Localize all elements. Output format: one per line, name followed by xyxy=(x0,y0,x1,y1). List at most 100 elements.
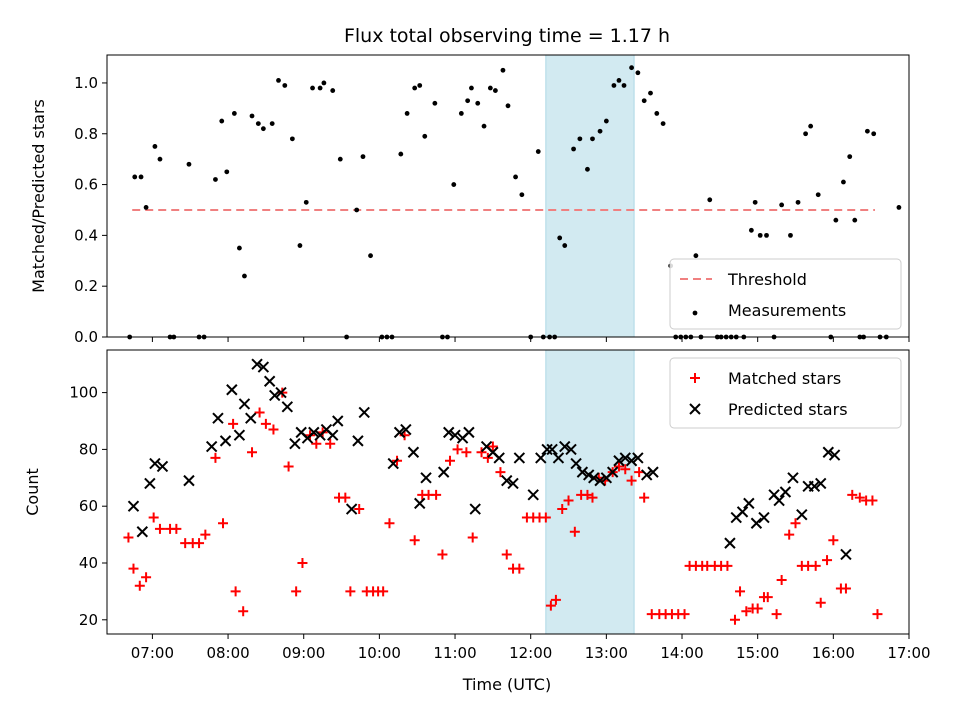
data-point xyxy=(219,435,232,447)
data-point xyxy=(260,126,266,132)
data-point xyxy=(245,412,257,424)
data-point xyxy=(260,418,271,429)
data-point xyxy=(268,424,279,435)
data-point xyxy=(625,455,638,467)
data-point xyxy=(639,492,650,503)
data-point xyxy=(378,586,389,597)
data-point xyxy=(562,243,568,248)
data-point xyxy=(218,518,229,529)
x-tick-label: 08:00 xyxy=(206,644,249,662)
axes-frame xyxy=(106,54,910,338)
data-point xyxy=(141,572,152,583)
data-point xyxy=(507,477,519,490)
y-tick-label: 1.0 xyxy=(74,74,98,92)
data-point xyxy=(647,466,659,478)
series-predicted-stars xyxy=(127,358,852,561)
data-point xyxy=(186,161,192,167)
data-point xyxy=(735,586,746,597)
data-point xyxy=(648,90,653,96)
data-point xyxy=(613,455,625,467)
data-point xyxy=(345,586,356,597)
data-point xyxy=(354,504,365,515)
axes-frame xyxy=(106,349,910,635)
legend-marker xyxy=(692,310,698,316)
data-point xyxy=(815,192,821,198)
data-point xyxy=(535,149,541,154)
legend: Threshold Measurements xyxy=(669,258,902,330)
data-point xyxy=(514,563,525,574)
data-point xyxy=(619,452,631,464)
data-point xyxy=(576,466,589,478)
data-point xyxy=(632,452,644,464)
y-tick-label: 100 xyxy=(69,384,98,402)
data-point xyxy=(465,98,471,104)
data-point xyxy=(482,452,493,463)
data-point xyxy=(251,358,263,370)
data-point xyxy=(461,447,472,458)
data-point xyxy=(565,443,577,456)
data-point xyxy=(303,199,309,205)
data-point xyxy=(587,492,598,503)
data-point xyxy=(582,489,593,500)
data-point xyxy=(757,232,763,238)
data-point xyxy=(269,389,281,402)
data-point xyxy=(571,146,576,152)
data-point xyxy=(563,495,574,506)
data-point xyxy=(764,232,769,238)
data-point xyxy=(354,207,360,213)
y-tick-label: 40 xyxy=(79,554,98,572)
data-point xyxy=(444,455,455,466)
y-tick-label: 80 xyxy=(79,440,98,458)
data-point xyxy=(626,475,637,486)
data-point xyxy=(149,457,161,470)
data-point xyxy=(340,492,351,503)
data-point xyxy=(815,597,826,608)
data-point xyxy=(275,386,287,399)
data-point xyxy=(219,118,225,124)
count-panel: 20 40 60 80 100 07:00 08:00 09:00 10:00 11:00 12:0… xyxy=(23,349,931,662)
data-point xyxy=(788,232,793,238)
data-point xyxy=(519,192,525,198)
data-point xyxy=(475,100,481,106)
x-tick-label: 12:00 xyxy=(509,644,552,662)
data-point xyxy=(171,523,182,534)
data-point xyxy=(722,560,733,571)
legend-label: Predicted stars xyxy=(728,400,848,419)
x-axis-label: Time (UTC) xyxy=(462,675,551,694)
data-point xyxy=(143,205,149,210)
data-point xyxy=(557,504,568,515)
data-point xyxy=(289,438,301,450)
data-point xyxy=(414,497,426,510)
data-point xyxy=(247,447,258,458)
data-point xyxy=(449,429,461,441)
data-point xyxy=(487,441,498,452)
data-point xyxy=(431,489,442,500)
data-point xyxy=(550,594,561,605)
data-point xyxy=(469,85,474,91)
data-point xyxy=(134,580,145,591)
y-tick-label: 0.6 xyxy=(74,176,98,194)
data-point xyxy=(847,489,858,500)
data-point xyxy=(183,474,195,487)
data-point xyxy=(796,509,808,521)
data-point xyxy=(557,235,563,241)
data-point xyxy=(398,151,404,157)
data-point xyxy=(840,548,852,561)
x-tick-label: 15:00 xyxy=(736,644,779,662)
data-point xyxy=(132,174,138,180)
data-point xyxy=(540,512,551,523)
data-point xyxy=(157,156,163,162)
data-point xyxy=(368,253,373,259)
data-point xyxy=(546,443,558,456)
data-point xyxy=(332,415,344,427)
data-point xyxy=(641,98,647,104)
data-point xyxy=(741,606,752,617)
data-point xyxy=(752,199,758,205)
x-tick-label: 09:00 xyxy=(282,644,325,662)
data-point xyxy=(569,526,580,537)
data-point xyxy=(493,452,505,464)
data-point xyxy=(289,136,295,142)
data-point xyxy=(822,446,835,458)
ratio-panel: 0.0 0.2 0.4 0.6 0.8 1.0 Matched/Predicted star… xyxy=(29,54,910,346)
data-point xyxy=(577,136,583,142)
